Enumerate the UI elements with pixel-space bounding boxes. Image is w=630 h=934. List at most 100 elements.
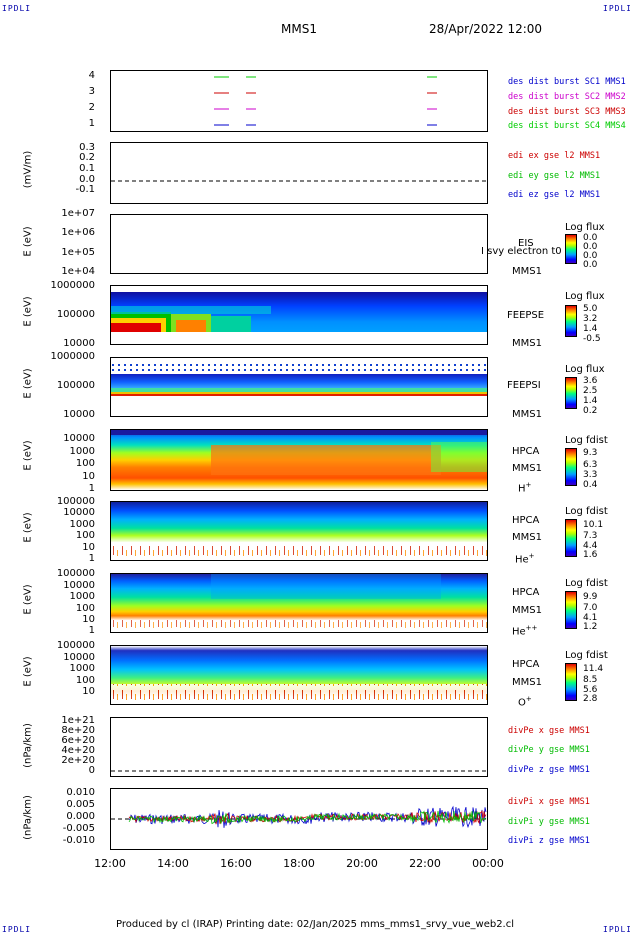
tick-label: 10000 <box>63 580 95 591</box>
colorbar-value: 1.4 <box>583 396 598 406</box>
feepsi-band <box>111 392 487 394</box>
tick-label: 1000 <box>69 446 95 457</box>
tick-label: 1e+06 <box>61 227 95 238</box>
tick-label: 10000 <box>63 652 95 663</box>
tick-label: 100000 <box>56 380 95 391</box>
tick-label: 1e+04 <box>61 266 95 277</box>
colorbar-value: 3.6 <box>583 376 598 386</box>
colorbar-title: Log fdist <box>565 506 608 517</box>
divpi-traces <box>128 805 487 829</box>
instrument-label: HPCA <box>512 515 540 526</box>
spacecraft-label: MMS1 <box>512 409 542 420</box>
tick-label: 1000 <box>69 663 95 674</box>
instrument-label: EIS <box>518 238 534 249</box>
tick-label: 100 <box>75 530 95 541</box>
burst-panel <box>110 70 488 132</box>
tick-label: 10000 <box>63 507 95 518</box>
feepse-band <box>111 323 161 332</box>
colorbar-value: 1.6 <box>583 550 598 560</box>
tick-label: 10 <box>82 471 95 482</box>
tick-label: 0.3 <box>79 142 95 153</box>
hpca-he2-spectrogram <box>111 574 487 632</box>
footer-text: Produced by cl (IRAP) Printing date: 02/… <box>115 919 515 930</box>
tick-label: 0.0 <box>79 174 95 185</box>
tick-label: 1000000 <box>50 351 95 362</box>
feepsi-panel <box>110 357 488 417</box>
hpca-he2-panel <box>110 573 488 633</box>
colorbar-value: 10.1 <box>583 520 604 530</box>
hpca-o-spectrogram <box>111 646 487 704</box>
spacecraft-label: MMS1 <box>512 463 542 474</box>
instrument-label: HPCA <box>512 446 540 457</box>
colorbar <box>565 591 577 629</box>
colorbar-value: 3.2 <box>583 314 598 324</box>
colorbar-value: 9.9 <box>583 592 598 602</box>
colorbar-value: 0.0 <box>583 242 598 252</box>
tick-label: 0.000 <box>66 811 95 822</box>
tick-label: 100 <box>75 675 95 686</box>
instrument-label: HPCA <box>512 587 540 598</box>
colorbar-value: 1.2 <box>583 622 598 632</box>
corner-label-tl: IPDLI <box>2 4 32 13</box>
spacecraft-label: MMS1 <box>512 266 542 277</box>
colorbar-value: 0.0 <box>583 251 598 261</box>
tick-label: 100000 <box>56 496 95 507</box>
tick-label: 2 <box>88 102 95 113</box>
corner-label-bl: IPDLI <box>2 925 32 934</box>
feepse-band <box>211 316 251 332</box>
tick-label: 100000 <box>56 568 95 579</box>
colorbar-value: 2.5 <box>583 386 598 396</box>
hpca-he-spectrogram <box>111 502 487 560</box>
hpca-h-panel <box>110 429 488 491</box>
tick-label: 1e+21 <box>61 715 95 726</box>
legend-entry: divPi x gse MMS1 <box>508 797 590 807</box>
tick-label: 1000 <box>69 519 95 530</box>
colorbar-value: 0.4 <box>583 480 598 490</box>
colorbar-value: 0.2 <box>583 406 598 416</box>
legend-entry: edi ex gse l2 MMS1 <box>508 151 601 161</box>
tick-label: 0.005 <box>66 799 95 810</box>
x-tick-label: 18:00 <box>283 857 315 870</box>
tick-label: 100 <box>75 458 95 469</box>
colorbar-title: Log fdist <box>565 650 608 661</box>
x-tick-label: 00:00 <box>472 857 504 870</box>
overlay-text: I svy electron t0 <box>481 246 562 257</box>
colorbar <box>565 519 577 557</box>
colorbar-value: 8.5 <box>583 675 598 685</box>
tick-label: 1e+07 <box>61 208 95 219</box>
tick-label: 4 <box>88 70 95 81</box>
legend-entry: divPe x gse MMS1 <box>508 726 590 736</box>
x-tick-label: 16:00 <box>220 857 252 870</box>
feepsi-spectrogram <box>111 364 487 396</box>
colorbar <box>565 448 577 486</box>
tick-label: -0.005 <box>62 823 95 834</box>
divpi-plot <box>111 805 487 829</box>
tick-label: 1 <box>88 483 95 494</box>
colorbar-value: 7.0 <box>583 603 598 613</box>
legend-entry: des dist burst SC4 MMS4 <box>508 121 626 131</box>
hpca-he-panel <box>110 501 488 561</box>
legend-entry: edi ez gse l2 MMS1 <box>508 190 601 200</box>
instrument-label: HPCA <box>512 659 540 670</box>
tick-label: 10000 <box>63 409 95 420</box>
spacecraft-label: MMS1 <box>512 605 542 616</box>
x-tick-label: 22:00 <box>409 857 441 870</box>
colorbar-value: 11.4 <box>583 664 604 674</box>
colorbar <box>565 663 577 701</box>
tick-label: 6e+20 <box>61 735 95 746</box>
x-tick-label: 14:00 <box>157 857 189 870</box>
tick-label: 10000 <box>63 433 95 444</box>
hpca-h-spectrogram <box>111 430 487 490</box>
feepse-panel <box>110 285 488 345</box>
x-tick-label: 20:00 <box>346 857 378 870</box>
tick-label: -0.010 <box>62 835 95 846</box>
legend-entry: divPi z gse MMS1 <box>508 836 590 846</box>
tick-label: 1 <box>88 553 95 564</box>
legend-entry: des dist burst SC2 MMS2 <box>508 92 626 102</box>
species-label: H+ <box>518 481 532 495</box>
legend-entry: divPe y gse MMS1 <box>508 745 590 755</box>
spacecraft-label: MMS1 <box>512 338 542 349</box>
tick-label: 10 <box>82 614 95 625</box>
edi-panel <box>110 142 488 204</box>
